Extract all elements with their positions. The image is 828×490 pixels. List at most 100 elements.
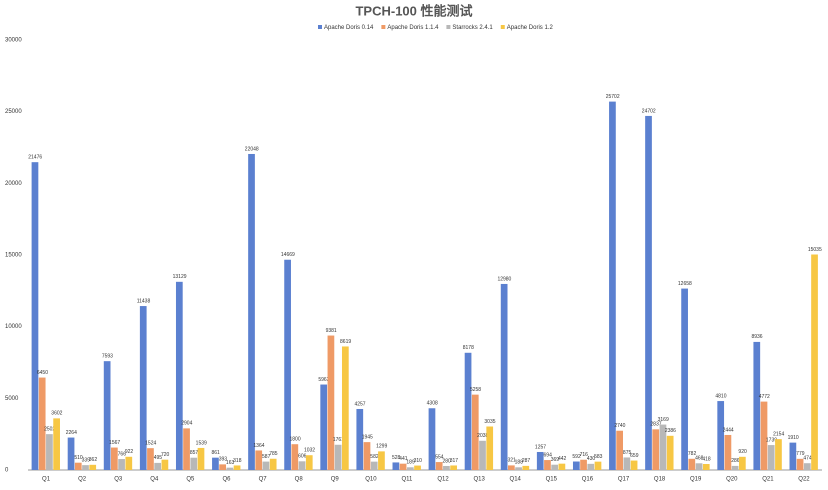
- bar: [486, 426, 494, 470]
- bar: [681, 288, 688, 470]
- x-tick-label: Q9: [331, 477, 340, 483]
- bar: [284, 259, 291, 470]
- bar: [652, 429, 660, 470]
- value-label: 14669: [281, 252, 295, 258]
- value-label: 659: [630, 453, 639, 459]
- bar: [154, 462, 162, 470]
- x-tick-label: Q13: [473, 477, 485, 483]
- value-label: 4308: [427, 401, 438, 407]
- value-label: 582: [370, 454, 379, 460]
- bar: [702, 464, 710, 470]
- value-label: 861: [212, 450, 221, 456]
- value-label: 12980: [497, 276, 511, 282]
- y-tick-label: 25000: [5, 109, 22, 115]
- x-tick-label: Q18: [654, 477, 666, 483]
- bar: [738, 456, 746, 470]
- value-label: 3035: [484, 419, 495, 425]
- bar: [688, 458, 696, 470]
- bar: [406, 467, 414, 470]
- value-label: 22048: [245, 146, 259, 152]
- value-label: 554: [435, 454, 444, 460]
- y-tick-label: 30000: [5, 38, 22, 44]
- bar: [450, 465, 457, 470]
- value-label: 1761: [333, 437, 344, 443]
- value-label: 12658: [678, 281, 692, 287]
- legend-label: Apache Doris 1.2: [507, 25, 554, 31]
- value-label: 716: [580, 452, 589, 458]
- value-label: 318: [233, 458, 242, 464]
- value-label: 24702: [642, 108, 656, 114]
- bar: [291, 444, 299, 470]
- y-tick-label: 5000: [5, 396, 19, 402]
- value-label: 592: [572, 454, 581, 460]
- bar: [789, 442, 797, 470]
- bar: [479, 440, 486, 470]
- value-label: 3169: [658, 417, 669, 423]
- value-label: 4810: [715, 393, 726, 399]
- bar: [103, 361, 111, 470]
- value-label: 8178: [463, 345, 474, 351]
- legend-swatch: [500, 25, 505, 29]
- value-label: 779: [796, 451, 805, 457]
- bar: [731, 465, 739, 470]
- bar: [38, 377, 46, 470]
- bar: [226, 467, 234, 470]
- bar: [125, 456, 133, 470]
- value-label: 2837: [650, 422, 661, 428]
- value-label: 1524: [145, 440, 156, 446]
- bar: [111, 447, 118, 470]
- bar: [320, 384, 328, 470]
- x-tick-label: Q2: [78, 477, 87, 483]
- value-label: 25702: [606, 94, 620, 100]
- bar: [46, 434, 53, 470]
- value-label: 11438: [137, 298, 151, 304]
- legend-label: Starrocks 2.4.1: [452, 25, 493, 31]
- x-tick-label: Q12: [437, 477, 449, 483]
- value-label: 418: [702, 456, 711, 462]
- bar: [443, 465, 450, 470]
- x-tick-label: Q1: [42, 477, 51, 483]
- value-label: 393: [219, 457, 228, 463]
- bar: [630, 460, 638, 470]
- bar: [53, 418, 60, 470]
- x-tick-label: Q22: [798, 477, 810, 483]
- bar: [161, 459, 169, 470]
- bar: [414, 465, 421, 470]
- bar: [183, 428, 190, 470]
- bar: [558, 463, 566, 470]
- x-tick-label: Q21: [762, 477, 774, 483]
- value-label: 766: [118, 451, 127, 457]
- value-label: 7593: [102, 353, 113, 359]
- value-label: 189: [406, 460, 415, 466]
- bar: [500, 283, 508, 470]
- value-label: 495: [154, 455, 163, 461]
- legend-swatch: [446, 25, 451, 29]
- bar: [219, 464, 226, 470]
- bar: [233, 465, 241, 470]
- bar: [89, 464, 97, 470]
- bar: [803, 463, 811, 470]
- bar: [464, 352, 472, 470]
- value-label: 468: [695, 456, 704, 462]
- bar: [551, 464, 559, 470]
- bar: [724, 434, 732, 470]
- value-label: 2740: [614, 423, 625, 429]
- value-label: 8619: [340, 339, 351, 345]
- x-tick-label: Q6: [222, 477, 231, 483]
- value-label: 1539: [196, 440, 207, 446]
- bar: [31, 162, 39, 470]
- y-tick-label: 10000: [5, 324, 22, 330]
- bar: [609, 101, 616, 470]
- value-label: 1567: [109, 440, 120, 446]
- bar: [74, 462, 82, 470]
- bar: [363, 442, 371, 470]
- bar: [522, 465, 530, 470]
- value-label: 4772: [759, 394, 770, 400]
- value-label: 5963: [318, 377, 329, 383]
- bar: [248, 153, 255, 470]
- bar: [645, 115, 652, 471]
- bar: [428, 408, 436, 470]
- bar: [370, 461, 378, 470]
- bar: [767, 445, 775, 470]
- value-label: 1299: [376, 444, 387, 450]
